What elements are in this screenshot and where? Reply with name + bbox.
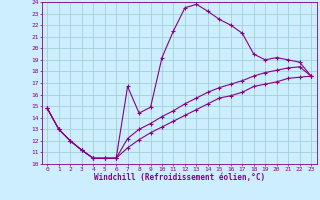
X-axis label: Windchill (Refroidissement éolien,°C): Windchill (Refroidissement éolien,°C) bbox=[94, 173, 265, 182]
